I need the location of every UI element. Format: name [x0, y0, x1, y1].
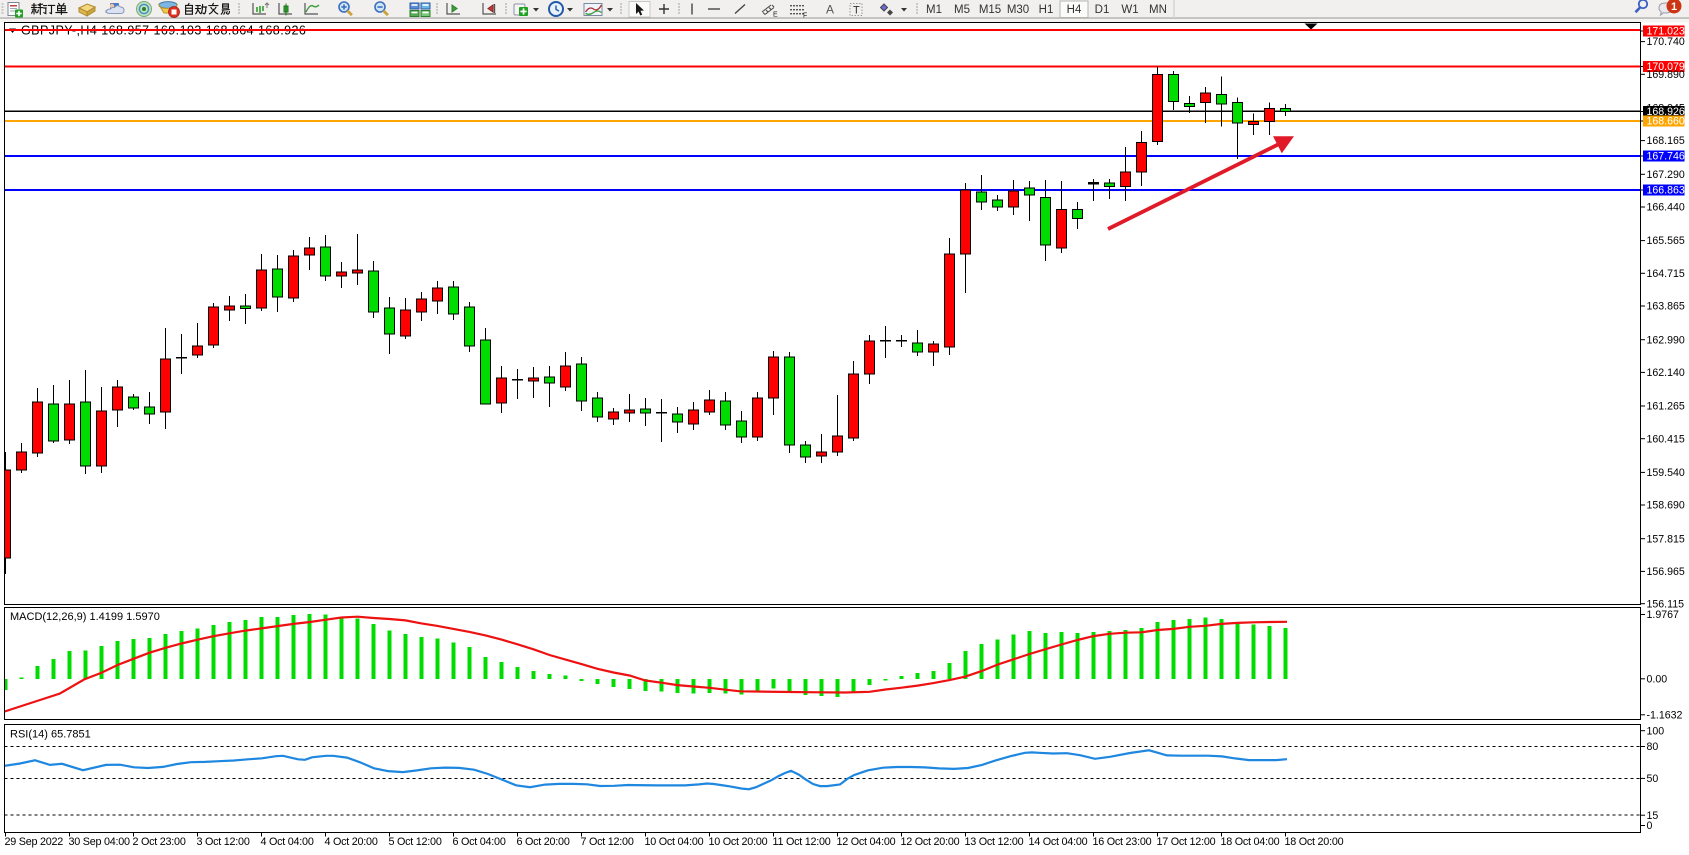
svg-text:14 Oct 04:00: 14 Oct 04:00 — [1029, 836, 1088, 848]
svg-text:3 Oct 12:00: 3 Oct 12:00 — [197, 836, 250, 848]
svg-text:18 Oct 04:00: 18 Oct 04:00 — [1221, 836, 1280, 848]
svg-text:159.540: 159.540 — [1647, 467, 1685, 479]
svg-text:169.890: 169.890 — [1647, 69, 1685, 81]
svg-text:MACD(12,26,9) 1.4199 1.5970: MACD(12,26,9) 1.4199 1.5970 — [10, 611, 160, 623]
svg-text:4 Oct 20:00: 4 Oct 20:00 — [325, 836, 378, 848]
svg-text:2 Oct 23:00: 2 Oct 23:00 — [133, 836, 186, 848]
svg-text:156.115: 156.115 — [1647, 598, 1685, 610]
svg-text:16 Oct 23:00: 16 Oct 23:00 — [1093, 836, 1152, 848]
svg-text:166.440: 166.440 — [1647, 202, 1685, 214]
svg-text:7 Oct 12:00: 7 Oct 12:00 — [581, 836, 634, 848]
svg-text:168.165: 168.165 — [1647, 135, 1685, 147]
svg-text:W1: W1 — [1121, 4, 1138, 16]
svg-text:1: 1 — [1671, 1, 1677, 13]
svg-text:50: 50 — [1647, 773, 1659, 785]
svg-text:12 Oct 04:00: 12 Oct 04:00 — [837, 836, 896, 848]
svg-text:166.863: 166.863 — [1647, 185, 1685, 197]
svg-text:6 Oct 20:00: 6 Oct 20:00 — [517, 836, 570, 848]
svg-text:H1: H1 — [1039, 4, 1054, 16]
svg-text:156.965: 156.965 — [1647, 566, 1685, 578]
svg-text:164.715: 164.715 — [1647, 268, 1685, 280]
svg-text:M1: M1 — [926, 4, 942, 16]
svg-text:163.865: 163.865 — [1647, 301, 1685, 313]
svg-text:162.990: 162.990 — [1647, 334, 1685, 346]
svg-text:D1: D1 — [1095, 4, 1110, 16]
svg-text:6 Oct 04:00: 6 Oct 04:00 — [453, 836, 506, 848]
svg-text:M15: M15 — [979, 4, 1001, 16]
svg-text:F: F — [803, 13, 807, 20]
svg-text:167.746: 167.746 — [1647, 151, 1685, 163]
svg-text:161.265: 161.265 — [1647, 401, 1685, 413]
svg-text:0.00: 0.00 — [1647, 673, 1668, 685]
svg-text:A: A — [826, 3, 834, 17]
svg-text:RSI(14) 65.7851: RSI(14) 65.7851 — [10, 729, 91, 741]
svg-text:M30: M30 — [1007, 4, 1029, 16]
svg-text:10 Oct 20:00: 10 Oct 20:00 — [709, 836, 768, 848]
svg-text:18 Oct 20:00: 18 Oct 20:00 — [1285, 836, 1344, 848]
svg-text:171.023: 171.023 — [1647, 26, 1685, 38]
svg-text:1.9767: 1.9767 — [1647, 609, 1680, 621]
svg-text:170.740: 170.740 — [1647, 36, 1685, 48]
svg-text:170.079: 170.079 — [1647, 61, 1685, 73]
svg-text:17 Oct 12:00: 17 Oct 12:00 — [1157, 836, 1216, 848]
svg-text:100: 100 — [1647, 725, 1665, 737]
svg-text:160.415: 160.415 — [1647, 433, 1685, 445]
svg-text:167.290: 167.290 — [1647, 169, 1685, 181]
svg-text:80: 80 — [1647, 741, 1659, 753]
svg-text:M5: M5 — [954, 4, 970, 16]
svg-text:168.926: 168.926 — [1647, 106, 1685, 118]
svg-text:MN: MN — [1149, 4, 1167, 16]
svg-text:5 Oct 12:00: 5 Oct 12:00 — [389, 836, 442, 848]
svg-text:29 Sep 2022: 29 Sep 2022 — [5, 836, 64, 848]
svg-text:15: 15 — [1647, 810, 1659, 822]
svg-text:158.690: 158.690 — [1647, 500, 1685, 512]
svg-text:13 Oct 12:00: 13 Oct 12:00 — [965, 836, 1024, 848]
svg-text:T: T — [853, 5, 860, 17]
svg-text:11 Oct 12:00: 11 Oct 12:00 — [773, 836, 831, 848]
svg-text:165.565: 165.565 — [1647, 235, 1685, 247]
svg-text:0: 0 — [1647, 820, 1653, 832]
svg-text:162.140: 162.140 — [1647, 367, 1685, 379]
svg-text:4 Oct 04:00: 4 Oct 04:00 — [261, 836, 314, 848]
svg-text:30 Sep 04:00: 30 Sep 04:00 — [69, 836, 130, 848]
svg-text:157.815: 157.815 — [1647, 533, 1685, 545]
svg-text:H4: H4 — [1067, 4, 1082, 16]
svg-text:-1.1632: -1.1632 — [1647, 709, 1683, 721]
svg-text:12 Oct 20:00: 12 Oct 20:00 — [901, 836, 960, 848]
svg-text:168.660: 168.660 — [1647, 116, 1685, 128]
svg-text:E: E — [773, 12, 778, 19]
svg-text:10 Oct 04:00: 10 Oct 04:00 — [645, 836, 704, 848]
